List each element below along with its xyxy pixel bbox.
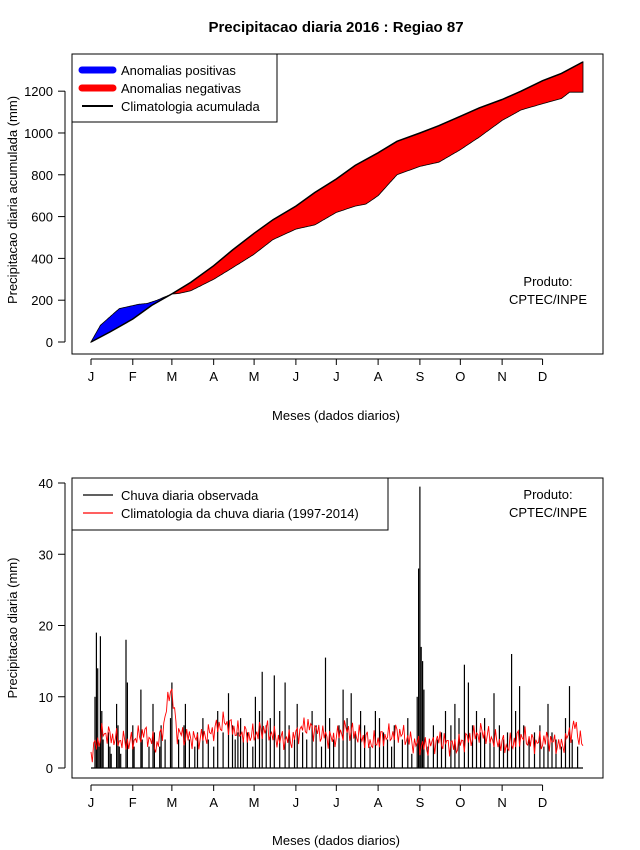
series-line-climatology (90, 61, 584, 343)
daily-x-axis-label: Meses (dados diarios) (272, 833, 400, 848)
x-tick-label: F (129, 369, 137, 384)
x-tick-label: S (416, 369, 425, 384)
x-tick-label: O (455, 795, 465, 810)
y-tick-label: 200 (31, 293, 53, 308)
panel-daily: 0 10 20 30 40 J F M A M J J A S O N D Meses (dados diar… (5, 476, 604, 848)
x-tick-label: A (374, 795, 383, 810)
x-tick-label: D (538, 369, 547, 384)
x-tick-label: A (209, 795, 218, 810)
x-tick-label: O (455, 369, 465, 384)
x-tick-label: M (249, 369, 260, 384)
annotation-line-2: CPTEC/INPE (509, 505, 587, 520)
x-tick-label: J (293, 795, 300, 810)
legend-box (71, 477, 389, 531)
x-tick-label: M (166, 795, 177, 810)
legend-label-observed: Chuva diaria observada (121, 488, 259, 503)
cumulative-x-axis-label: Meses (dados diarios) (272, 408, 400, 423)
x-tick-label: F (129, 795, 137, 810)
x-tick-label: J (333, 795, 340, 810)
x-tick-label: N (497, 369, 506, 384)
series-line-climatology (90, 688, 584, 763)
y-tick-label: 10 (39, 690, 53, 705)
panel-cumulative: 0 200 400 600 800 1000 1200 J F M A M J J A S O N D Meses… (5, 53, 604, 423)
cumulative-marks (90, 61, 584, 343)
y-tick-label: 40 (39, 476, 53, 491)
daily-y-axis: 0 10 20 30 40 (39, 476, 66, 776)
daily-annotation: Produto: CPTEC/INPE (509, 487, 587, 520)
annotation-line-1: Produto: (523, 487, 572, 502)
y-tick-label: 20 (39, 619, 53, 634)
daily-legend: Chuva diaria observada Climatologia da c… (71, 477, 389, 531)
x-tick-label: S (416, 795, 425, 810)
cumulative-legend: Anomalias positivas Anomalias negativas … (71, 53, 278, 123)
x-tick-label: N (497, 795, 506, 810)
x-tick-label: J (88, 369, 95, 384)
x-tick-label: M (249, 795, 260, 810)
x-tick-label: A (374, 369, 383, 384)
x-tick-label: J (333, 369, 340, 384)
chart-title: Precipitacao diaria 2016 : Regiao 87 (208, 19, 463, 36)
y-tick-label: 1200 (24, 84, 53, 99)
cumulative-annotation: Produto: CPTEC/INPE (509, 274, 587, 307)
y-tick-label: 0 (46, 761, 53, 776)
annotation-line-1: Produto: (523, 274, 572, 289)
annotation-line-2: CPTEC/INPE (509, 292, 587, 307)
daily-marks (90, 486, 584, 769)
x-tick-label: A (209, 369, 218, 384)
y-tick-label: 600 (31, 210, 53, 225)
cumulative-y-axis: 0 200 400 600 800 1000 1200 (24, 84, 66, 350)
x-tick-label: M (166, 369, 177, 384)
legend-label-climatology: Climatologia acumulada (121, 99, 261, 114)
legend-label-negative: Anomalias negativas (121, 81, 241, 96)
y-tick-label: 800 (31, 168, 53, 183)
y-tick-label: 1000 (24, 126, 53, 141)
x-tick-label: D (538, 795, 547, 810)
y-tick-label: 400 (31, 251, 53, 266)
y-tick-label: 0 (46, 335, 53, 350)
x-tick-label: J (88, 795, 95, 810)
legend-label-climatology: Climatologia da chuva diaria (1997-2014) (121, 506, 359, 521)
x-tick-label: J (293, 369, 300, 384)
legend-label-positive: Anomalias positivas (121, 63, 236, 78)
y-tick-label: 30 (39, 547, 53, 562)
daily-y-axis-label: Precipitacao diaria (mm) (5, 558, 20, 699)
cumulative-y-axis-label: Precipitacao diaria acumulada (mm) (5, 96, 20, 304)
cumulative-plot-frame (71, 53, 604, 355)
